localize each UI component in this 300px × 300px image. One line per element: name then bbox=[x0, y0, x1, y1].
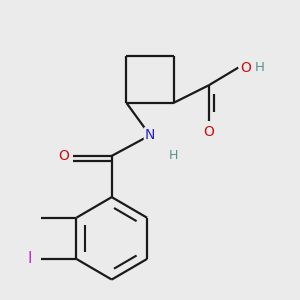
Text: O: O bbox=[240, 61, 251, 75]
Text: H: H bbox=[254, 61, 264, 74]
Text: I: I bbox=[28, 251, 32, 266]
Text: O: O bbox=[203, 125, 214, 139]
Text: N: N bbox=[145, 128, 155, 142]
Text: O: O bbox=[58, 149, 69, 163]
Text: H: H bbox=[169, 148, 178, 161]
